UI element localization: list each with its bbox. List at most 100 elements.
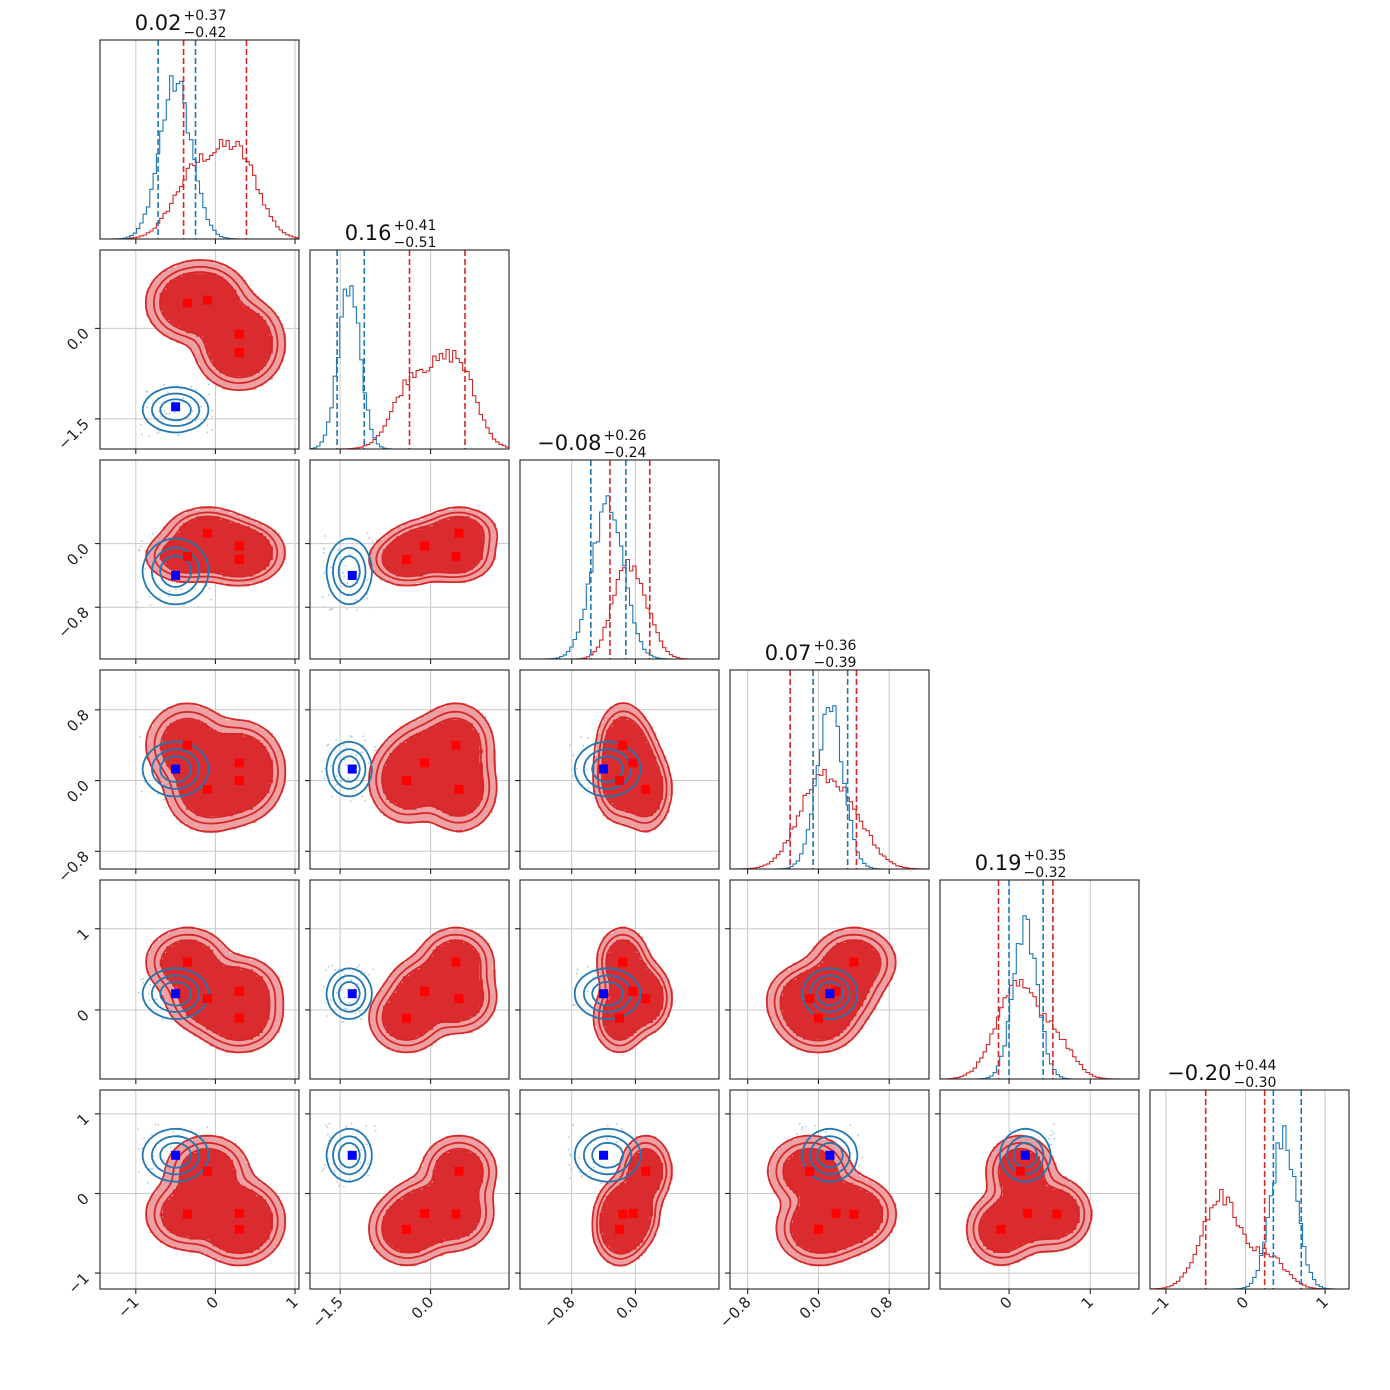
sample-point-series-b: [327, 593, 330, 596]
mode-marker-series-a: [641, 1166, 651, 1176]
x-tick-label: 0: [203, 1293, 222, 1312]
sample-point-series-b: [321, 770, 323, 773]
panel-title-value: 0.02: [135, 11, 182, 35]
sample-point-series-b: [330, 999, 332, 1001]
contour-series-a: [145, 506, 286, 587]
mode-marker-series-a: [420, 986, 430, 996]
contour-series-a: [381, 717, 485, 817]
contour-series-b: [151, 1135, 201, 1176]
histogram-series-a: [730, 768, 929, 869]
sample-point-series-b: [343, 996, 346, 999]
sample-point-series-b: [323, 605, 326, 608]
sample-point-series-b: [137, 1128, 140, 1131]
contour-series-b: [332, 546, 367, 596]
mode-marker-series-a: [202, 1166, 212, 1176]
contour-series-b: [583, 1135, 633, 1176]
contour-series-b: [582, 748, 633, 790]
panel-title-value: 0.07: [765, 641, 812, 665]
sample-point-series-b: [344, 973, 346, 976]
sample-point-series-b: [323, 572, 325, 575]
contour-series-a: [765, 926, 897, 1054]
panel-title-minus: −0.51: [394, 235, 437, 251]
x-tick-label: 0: [1233, 1293, 1252, 1312]
mode-marker-series-a: [1052, 1209, 1062, 1219]
sample-point-series-b: [368, 537, 371, 539]
sample-point-series-b: [138, 735, 141, 738]
sample-point-series-b: [146, 406, 149, 409]
sample-point-series-b: [575, 767, 578, 770]
y-tick-label: 1: [73, 1110, 92, 1129]
sample-point-series-b: [343, 575, 346, 578]
panel-frame: [729, 879, 930, 1080]
sample-point-series-b: [206, 1126, 209, 1129]
sample-point-series-b: [1053, 1123, 1056, 1126]
sample-point-series-b: [206, 584, 208, 587]
sample-point-series-b: [349, 1178, 351, 1181]
panel-1-0: 0.0 −1.5: [54, 249, 300, 454]
sample-point-series-b: [323, 777, 326, 780]
contour-series-b: [332, 974, 367, 1013]
contour-series-b: [337, 755, 361, 783]
mode-marker-series-a: [401, 555, 411, 564]
sample-point-series-b: [341, 970, 344, 973]
panel-title-minus: −0.39: [814, 655, 857, 671]
sample-point-series-b: [157, 793, 159, 795]
contour-series-a: [159, 271, 273, 379]
sample-point-series-b: [161, 1018, 164, 1021]
mode-marker-series-a: [451, 957, 461, 967]
panel-4-3: [725, 879, 930, 1084]
contour-series-a: [779, 939, 882, 1042]
contour-series-b: [141, 967, 210, 1020]
sample-point-series-b: [324, 535, 327, 537]
sample-point-series-b: [324, 1163, 327, 1166]
contour-series-a: [773, 933, 889, 1047]
contour-series-b: [159, 1142, 192, 1169]
panel-4-0: 10: [73, 879, 300, 1084]
panel-content: [520, 1090, 719, 1289]
mode-marker-series-a: [202, 994, 212, 1004]
sample-point-series-b: [163, 1159, 166, 1162]
sample-point-series-b: [354, 789, 356, 792]
x-tick-label: −0.8: [540, 1293, 578, 1331]
sample-point-series-b: [329, 764, 332, 767]
sample-point-series-b: [347, 777, 349, 780]
sample-point-series-b: [1048, 1137, 1050, 1140]
sample-point-series-b: [156, 432, 159, 435]
sample-point-series-b: [163, 410, 166, 412]
sample-point-series-b: [328, 1136, 331, 1139]
sample-point-series-b: [606, 1124, 609, 1127]
sample-point-series-b: [588, 786, 590, 789]
sample-point-series-b: [345, 607, 348, 610]
sample-point-series-b: [355, 754, 358, 757]
sample-point-series-b: [183, 603, 186, 606]
panel-content: [310, 880, 509, 1079]
contour-series-a: [368, 926, 498, 1054]
sample-point-series-b: [568, 744, 571, 746]
histogram-series-a: [940, 978, 1139, 1079]
sample-point-series-b: [151, 1168, 154, 1171]
sample-point-series-b: [141, 433, 143, 436]
mode-marker-series-a: [183, 740, 193, 750]
sample-point-series-b: [327, 743, 330, 746]
y-tick-label: 0.0: [63, 540, 93, 570]
sample-point-series-b: [796, 1133, 799, 1136]
sample-point-series-b: [857, 1134, 859, 1137]
contour-series-b: [159, 981, 193, 1007]
sample-point-series-b: [615, 1141, 618, 1144]
contour-series-a: [965, 1134, 1093, 1266]
panel-5-2: −0.8 0.0: [515, 1089, 720, 1332]
sample-point-series-b: [860, 1157, 863, 1159]
y-tick-label: 0.0: [63, 777, 93, 807]
mode-marker-series-a: [618, 740, 628, 750]
panel-3-3: 0.07 +0.36−0.39: [729, 638, 930, 874]
sample-point-series-b: [337, 548, 340, 551]
sample-point-series-b: [137, 1148, 140, 1151]
panel-4-2: [515, 879, 720, 1084]
sample-point-series-b: [355, 599, 358, 602]
sample-point-series-b: [570, 1168, 572, 1170]
panel-5-0: −1 0 1 1 0 −1: [64, 1089, 302, 1321]
sample-point-series-b: [335, 992, 338, 994]
mode-marker-series-a: [202, 295, 212, 305]
sample-point-series-b: [374, 749, 376, 752]
